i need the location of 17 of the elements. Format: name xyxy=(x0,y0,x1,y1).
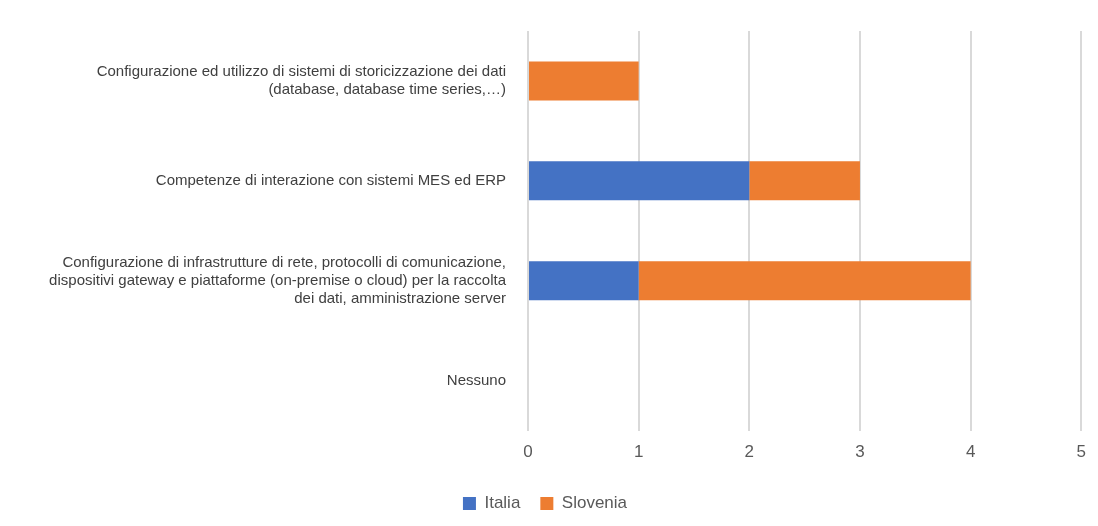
bar xyxy=(749,161,860,201)
bar xyxy=(529,61,639,101)
y-tick-label: Competenze di interazione con sistemi MES ed ERP xyxy=(155,170,506,188)
y-tick-label: Nessuno xyxy=(446,370,506,388)
x-tick-label: 1 xyxy=(633,442,644,462)
y-tick-label: Configurazione di infrastrutture di rete, protocolli di comunicazione, dispositivi gateway e piattaforme (on-premise o cloud) per la raccolta dei dati, amministrazione server xyxy=(49,252,507,306)
y-tick-label: Configurazione ed utilizzo di sistemi di storicizzazione dei dati (database, database time series,…) xyxy=(96,62,506,98)
bar xyxy=(529,261,639,301)
legend-label: Slovenia xyxy=(561,493,628,513)
x-tick-label: 0 xyxy=(523,442,533,462)
x-tick-label: 2 xyxy=(744,442,755,462)
bar xyxy=(638,261,971,301)
x-tick-label: 3 xyxy=(855,442,865,462)
legend-label: Italia xyxy=(484,493,521,513)
x-tick-label: 4 xyxy=(965,442,976,462)
bar xyxy=(529,161,750,201)
x-tick-label: 5 xyxy=(1076,442,1087,462)
